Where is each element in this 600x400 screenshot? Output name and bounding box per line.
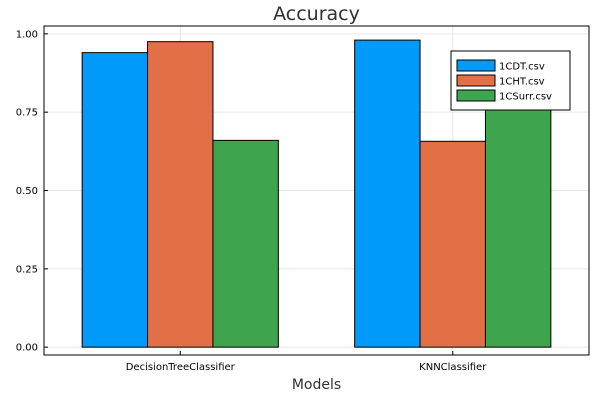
bar-1cht-csv-decisiontreeclassifier xyxy=(147,41,214,348)
bar-layer xyxy=(81,39,552,348)
legend-swatch xyxy=(456,74,496,87)
legend: 1CDT.csv 1CHT.csv 1CSurr.csv xyxy=(450,50,571,111)
legend-label: 1CSurr.csv xyxy=(499,92,552,103)
tick-layer: 0.00 0.25 0.50 0.75 1.00 DecisionTreeClassifi… xyxy=(16,29,487,373)
y-tick-label: 0.50 xyxy=(16,186,38,197)
x-axis-label: Models xyxy=(292,377,341,393)
y-tick-label: 1.00 xyxy=(16,29,38,40)
bar-1cht-csv-knnclassifier xyxy=(419,140,486,348)
chart-title: Accuracy xyxy=(273,3,360,25)
y-tick-label: 0.75 xyxy=(16,108,38,119)
legend-label: 1CHT.csv xyxy=(499,77,545,88)
legend-swatch xyxy=(456,89,496,102)
legend-swatch xyxy=(456,59,496,72)
y-tick-label: 0.00 xyxy=(16,343,38,354)
bar-1csurr-csv-knnclassifier xyxy=(484,79,552,348)
x-tick-label: DecisionTreeClassifier xyxy=(126,362,236,373)
y-tick-label: 0.25 xyxy=(16,264,38,275)
bar-1cdt-csv-knnclassifier xyxy=(354,39,421,348)
bar-1cdt-csv-decisiontreeclassifier xyxy=(81,52,149,348)
x-tick-label: KNNClassifier xyxy=(419,362,487,373)
bar-1csurr-csv-decisiontreeclassifier xyxy=(212,139,279,348)
legend-label: 1CDT.csv xyxy=(499,62,545,73)
